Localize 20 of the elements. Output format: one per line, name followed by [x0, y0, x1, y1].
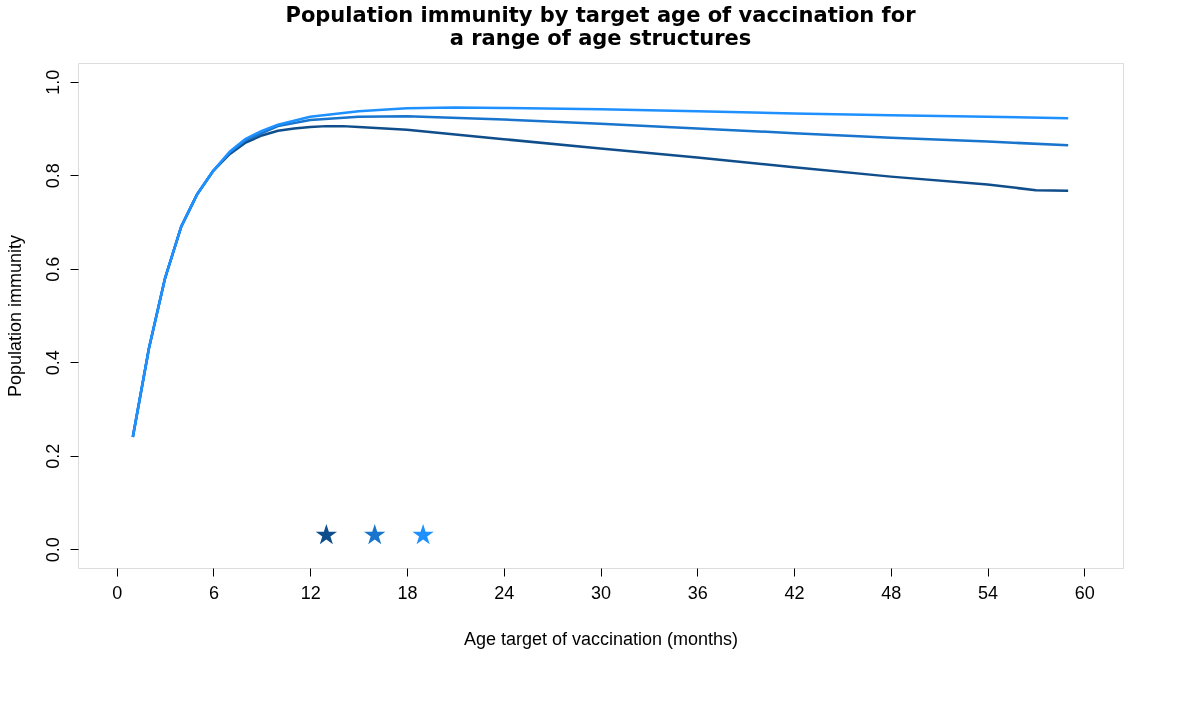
chart-title: Population immunity by target age of vaccination for a range of age structures [285, 3, 917, 50]
y-tick-label: 0.8 [42, 163, 63, 189]
y-tick-label: 0.2 [42, 443, 63, 469]
x-tick-label: 48 [881, 582, 902, 603]
x-tick-label: 54 [978, 582, 999, 603]
y-tick-label: 0.6 [42, 256, 63, 282]
x-tick-label: 12 [300, 582, 321, 603]
x-tick-label: 6 [208, 582, 219, 603]
x-tick-label: 30 [590, 582, 612, 603]
x-tick-label: 0 [112, 582, 123, 603]
x-tick-label: 36 [687, 582, 708, 603]
y-tick-label: 0.4 [42, 350, 63, 376]
x-tick-label: 42 [784, 582, 805, 603]
x-tick-label: 24 [494, 582, 515, 603]
x-tick-label: 18 [397, 582, 418, 603]
x-tick-label: 60 [1074, 582, 1095, 603]
y-tick-label: 1.0 [42, 69, 63, 95]
y-tick-label: 0.0 [42, 537, 63, 563]
y-axis-title: Population immunity [4, 234, 25, 398]
x-axis-title: Age target of vaccination (months) [463, 628, 739, 649]
